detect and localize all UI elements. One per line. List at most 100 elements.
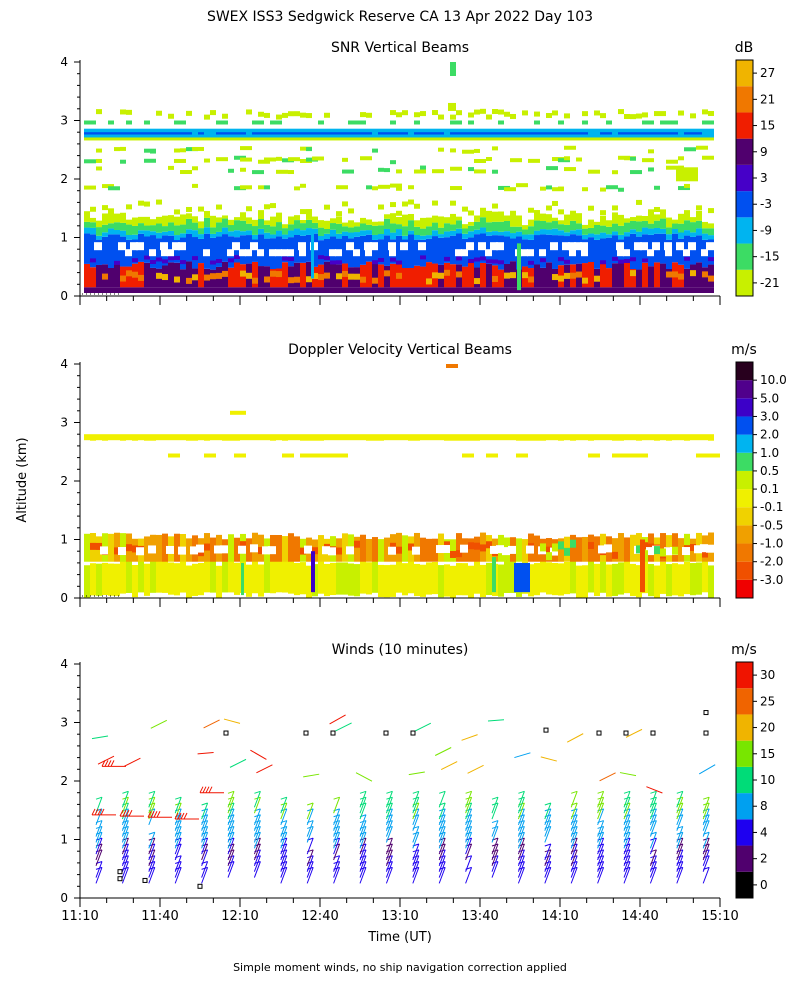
colorbar-label: 10 [760, 773, 775, 787]
snr-cell [174, 216, 180, 226]
wind-barb [280, 820, 288, 837]
snr-cell [552, 274, 558, 281]
snr-cell [210, 233, 216, 238]
dop-cell [186, 437, 192, 441]
dop-cell [600, 560, 606, 593]
snr-cell [588, 227, 594, 234]
wind-barb [355, 772, 373, 782]
wind-barb [597, 791, 605, 808]
dop-cell [612, 538, 618, 562]
dop-cell [462, 563, 468, 596]
dop-cell [696, 434, 702, 441]
snr-cell [162, 137, 168, 141]
wind-barb [201, 861, 209, 878]
dop-cell [144, 536, 150, 562]
snr-cell [684, 183, 690, 188]
snr-cell [264, 185, 270, 190]
snr-cell [360, 137, 366, 141]
y-tick-label: 0 [60, 891, 68, 905]
snr-cell [330, 229, 336, 237]
snr-cell [396, 224, 402, 230]
snr-gap [160, 242, 174, 251]
dop-cell [588, 437, 594, 441]
dop-cell [420, 434, 426, 441]
snr-cell [630, 137, 636, 141]
snr-cell [504, 215, 510, 222]
snr-cell [204, 128, 210, 133]
snr-cell [582, 111, 588, 117]
dop-cell [84, 533, 90, 562]
snr-cell [414, 203, 420, 209]
dop-cell [582, 434, 588, 441]
wind-barb [253, 796, 261, 814]
snr-cell [348, 227, 354, 233]
dop-cell [318, 535, 324, 562]
dop-cell [366, 434, 372, 441]
colorbar-swatch [736, 470, 753, 490]
snr-cell [462, 224, 468, 229]
snr-cell [84, 120, 90, 125]
snr-cell [162, 274, 168, 281]
snr-cell [336, 216, 342, 224]
wind-barb [540, 756, 557, 762]
snr-cell [120, 287, 126, 293]
snr-cell [222, 287, 228, 293]
snr-gap [418, 242, 432, 251]
wind-barb-flag [307, 802, 314, 806]
dop-cell [540, 434, 546, 441]
wind-barb [412, 843, 420, 861]
wind-barb [359, 802, 367, 820]
snr-cell [630, 287, 636, 293]
snr-cell [264, 204, 270, 210]
snr-cell [564, 137, 570, 141]
snr-cell [660, 287, 666, 293]
snr-cell [342, 236, 348, 264]
snr-cell [618, 287, 624, 293]
snr-cell [174, 128, 180, 133]
wind-barb [412, 832, 420, 849]
snr-cell [444, 231, 450, 238]
dop-cell [180, 434, 186, 441]
snr-cell [132, 239, 138, 264]
snr-cell [612, 137, 618, 141]
snr-cell [300, 219, 306, 224]
snr-cell [162, 287, 168, 293]
snr-cell [252, 261, 258, 288]
snr-cell [654, 134, 660, 138]
snr-gap [94, 242, 108, 251]
snr-cell [648, 287, 654, 293]
snr-cell [690, 217, 696, 223]
snr-cell [480, 108, 486, 114]
dop-cell [444, 564, 450, 597]
dop-cell [294, 434, 300, 441]
snr-cell [252, 120, 258, 125]
wind-barb [570, 843, 578, 861]
wind-barb [491, 849, 499, 867]
snr-cell [504, 134, 510, 138]
dop-cell [132, 434, 138, 441]
snr-cell [504, 128, 510, 133]
dop-cell [510, 560, 516, 593]
dop-cell [402, 434, 408, 441]
calm-marker [223, 730, 229, 736]
snr-cell [642, 216, 648, 221]
snr-cell [264, 157, 276, 162]
dop-cell [252, 434, 258, 441]
snr-cell [534, 128, 540, 133]
snr-cell [96, 137, 102, 141]
snr-cell [582, 137, 588, 141]
dop-column [311, 551, 315, 593]
snr-cell [492, 137, 498, 141]
snr-cell [366, 230, 372, 235]
snr-cell [552, 217, 558, 222]
snr-cell [180, 237, 186, 270]
snr-gap [455, 249, 465, 257]
snr-cell [288, 170, 294, 175]
snr-cell [528, 158, 540, 163]
snr-cell [282, 224, 288, 229]
snr-cell [540, 267, 546, 288]
colorbar-label: 2 [760, 852, 768, 866]
snr-cell [210, 128, 216, 133]
wind-barb [95, 861, 103, 878]
